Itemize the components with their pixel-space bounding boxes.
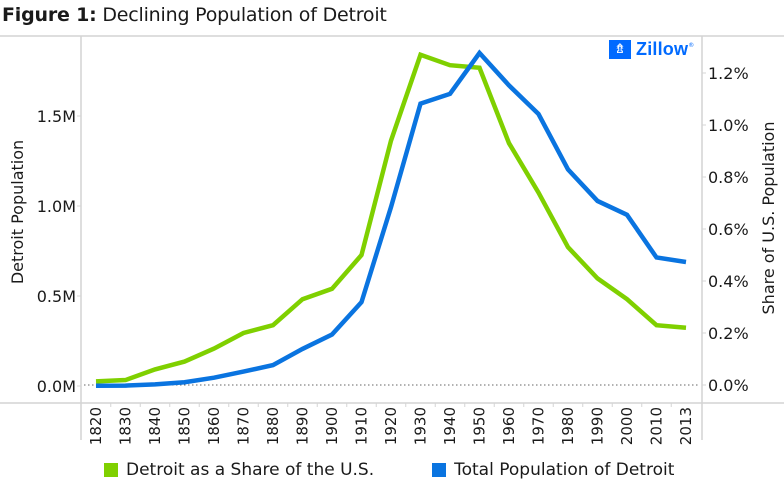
right-tick-label: 0.2% <box>708 324 749 343</box>
chart-frame <box>0 35 784 440</box>
x-tick-label: 1880 <box>264 407 282 445</box>
legend-item-share[interactable]: Detroit as a Share of the U.S. <box>104 460 374 480</box>
share-series-line <box>95 51 687 384</box>
right-tick-label: 0.0% <box>708 376 749 395</box>
right-axis-title: Share of U.S. Population <box>759 122 778 315</box>
x-tick-label: 1950 <box>471 407 489 445</box>
right-tick-label: 0.8% <box>708 168 749 187</box>
x-tick-label: 1910 <box>353 407 371 445</box>
figure-title-text: Declining Population of Detroit <box>102 4 387 26</box>
zillow-logo: ⇯ Zillow ® <box>609 39 694 60</box>
x-tick-label: 1970 <box>530 407 548 445</box>
right-y-axis: 0.0% 0.2% 0.4% 0.6% 0.8% 1.0% 1.2% <box>702 64 749 395</box>
registered-mark: ® <box>688 42 695 49</box>
x-tick-label: 1860 <box>205 407 223 445</box>
x-tick-label: 1850 <box>176 407 194 445</box>
x-tick-label: 1940 <box>441 407 459 445</box>
population-series-line <box>95 49 687 388</box>
legend-label-share: Detroit as a Share of the U.S. <box>126 460 375 480</box>
right-tick-label: 0.4% <box>708 272 749 291</box>
zillow-logo-text: Zillow <box>636 39 689 59</box>
x-tick-label: 2010 <box>648 407 666 445</box>
x-tick-label: 1820 <box>87 407 105 445</box>
x-tick-label: 1980 <box>559 407 577 445</box>
right-tick-label: 0.6% <box>708 220 749 239</box>
legend-label-population: Total Population of Detroit <box>454 460 675 480</box>
left-y-axis: 0.0M 0.5M 1.0M 1.5M <box>37 107 81 396</box>
x-tick-label: 1930 <box>412 407 430 445</box>
x-tick-label: 2013 <box>677 407 695 445</box>
figure-label: Figure 1: <box>2 4 97 26</box>
x-axis: 1820 1830 1840 1850 1860 1870 1880 1890 1900 1910… <box>87 403 695 445</box>
legend-item-population[interactable]: Total Population of Detroit <box>432 460 674 480</box>
left-tick-label: 0.5M <box>37 287 76 306</box>
legend-swatch-share <box>104 463 118 477</box>
x-tick-label: 1920 <box>382 407 400 445</box>
x-tick-label: 1840 <box>146 407 164 445</box>
right-tick-label: 1.2% <box>708 64 749 83</box>
x-tick-label: 1960 <box>500 407 518 445</box>
x-tick-label: 2000 <box>618 407 636 445</box>
left-axis-title: Detroit Population <box>8 140 27 284</box>
series-lines <box>95 49 687 388</box>
legend: Detroit as a Share of the U.S. Total Pop… <box>104 460 732 480</box>
zillow-logo-icon: ⇯ <box>609 40 631 59</box>
left-tick-label: 1.0M <box>37 197 76 216</box>
left-tick-label: 0.0M <box>37 377 76 396</box>
x-tick-label: 1900 <box>323 407 341 445</box>
left-tick-label: 1.5M <box>37 107 76 126</box>
chart-title: Figure 1: Declining Population of Detroi… <box>2 4 387 26</box>
x-tick-label: 1890 <box>294 407 312 445</box>
legend-swatch-population <box>432 463 447 477</box>
right-tick-label: 1.0% <box>708 116 749 135</box>
x-tick-label: 1870 <box>235 407 253 445</box>
x-tick-label: 1990 <box>589 407 607 445</box>
x-tick-label: 1830 <box>117 407 135 445</box>
